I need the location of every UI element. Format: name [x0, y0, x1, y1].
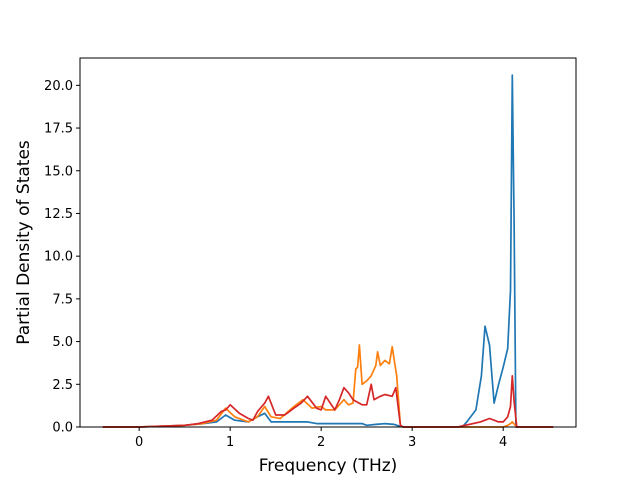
x-tick-label: 1: [226, 435, 234, 450]
y-tick-label: 12.5: [44, 207, 73, 222]
y-tick-label: 5.0: [52, 335, 73, 350]
x-tick-label: 0: [135, 435, 143, 450]
series-line-3: [102, 374, 554, 428]
y-tick-label: 20.0: [44, 79, 73, 94]
plot-area-frame: [79, 57, 577, 428]
x-tick-label: 3: [408, 435, 416, 450]
x-tick-label: 4: [499, 435, 507, 450]
y-axis-ticks: 0.0 2.5 5.0 7.5 10.0 12.5 15.0 17.5 20.0: [44, 79, 80, 436]
y-tick-label: 0.0: [52, 421, 73, 436]
y-tick-label: 15.0: [44, 164, 73, 179]
y-tick-label: 2.5: [52, 378, 73, 393]
y-axis-label: Partial Density of States: [14, 140, 34, 345]
y-tick-label: 7.5: [52, 292, 73, 307]
x-tick-label: 2: [317, 435, 325, 450]
x-axis-ticks: 0 1 2 3 4: [135, 427, 507, 450]
x-axis-label: Frequency (THz): [259, 456, 398, 476]
y-tick-label: 17.5: [44, 122, 73, 137]
y-tick-label: 10.0: [44, 250, 73, 265]
